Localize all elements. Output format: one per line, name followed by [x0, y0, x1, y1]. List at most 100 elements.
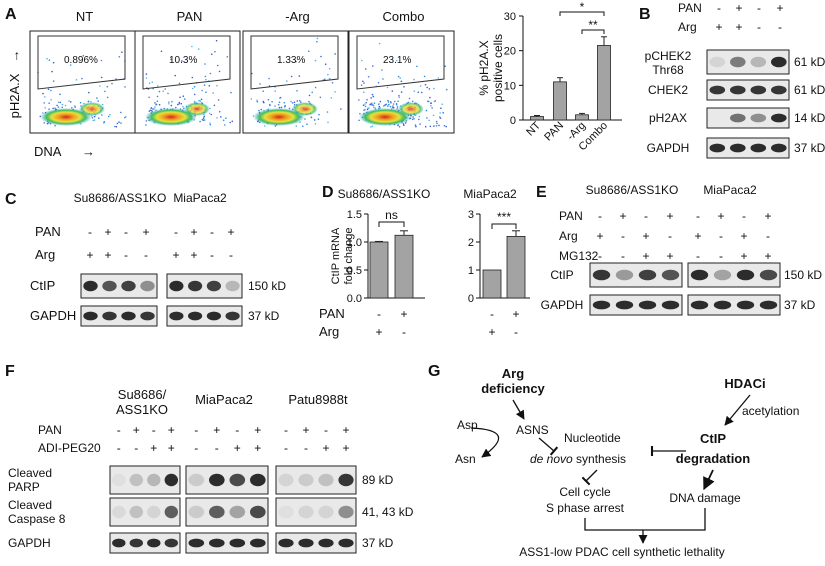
flow-event-dot: [416, 65, 418, 68]
blot-e-row-label-1: PAN: [559, 209, 583, 223]
flow-event-dot: [217, 99, 220, 101]
flow-event-dot: [365, 68, 367, 70]
flow-event-dot: [423, 75, 426, 78]
blot-c-sign: +: [190, 248, 197, 262]
blot-band: [188, 280, 203, 292]
blot-frame: [706, 137, 790, 159]
flow-event-dot: [304, 118, 306, 120]
flow-population-g2: [184, 102, 210, 116]
bar-a-bar-4: [597, 45, 611, 121]
blot-e-sign: -: [598, 209, 602, 223]
blot-band: [164, 538, 178, 548]
blot-band: [188, 311, 203, 321]
blot-band: [713, 269, 732, 281]
flow-event-dot: [69, 64, 72, 66]
blot-e-sign: +: [666, 209, 673, 223]
flow-event-dot: [191, 76, 194, 79]
blot-band: [638, 269, 657, 281]
flow-event-dot: [214, 50, 216, 53]
flow-event-dot: [121, 51, 123, 53]
flow-gate-percent-3: 1.33%: [277, 55, 305, 66]
bar-d-ylabel-2: fold change: [343, 228, 355, 285]
flow-event-dot: [370, 97, 372, 99]
blot-e-sign: +: [740, 249, 747, 263]
flow-event-dot: [148, 110, 151, 112]
panel-letter-a: A: [5, 6, 17, 23]
flow-event-dot: [411, 100, 414, 103]
blot-f-name-2-1: PARP: [8, 480, 40, 494]
flow-event-dot: [369, 103, 372, 105]
flow-event-dot: [182, 105, 184, 108]
blot-f-sign: +: [213, 423, 220, 437]
flow-event-dot: [392, 107, 395, 109]
blot-c-right-row-1: [166, 273, 243, 299]
flow-event-dot: [316, 37, 319, 40]
flow-event-dot: [93, 115, 96, 118]
bar-d-ytick-label: 0.5: [347, 265, 362, 277]
flow-event-dot: [167, 92, 169, 95]
flow-event-dot: [330, 97, 333, 99]
flow-event-dot: [429, 96, 431, 99]
flow-event-dot: [271, 100, 273, 103]
blot-band: [298, 505, 314, 519]
flow-event-dot: [368, 107, 370, 109]
flow-event-dot: [47, 88, 50, 91]
blot-band: [750, 113, 767, 123]
flow-event-dot: [178, 101, 181, 104]
blot-c-name-2: GAPDH: [30, 308, 76, 323]
flow-event-dot: [162, 90, 164, 92]
blot-b-row-label-2: Arg: [678, 20, 697, 34]
flow-event-dot: [445, 88, 448, 91]
bar-charts-d: CtIP mRNA fold change Su8686/ASS1KO 0.0 0.5 1…: [319, 187, 530, 339]
flow-event-dot: [120, 111, 122, 114]
blot-band: [121, 311, 136, 321]
flow-event-dot: [216, 64, 219, 67]
flow-event-dot: [381, 69, 383, 71]
flow-event-dot: [64, 104, 67, 107]
flow-event-dot: [51, 70, 53, 73]
node-cellcycle-1: Cell cycle: [559, 485, 611, 499]
flow-event-dot: [52, 80, 55, 82]
flow-event-dot: [372, 104, 375, 107]
flow-event-dot: [365, 101, 368, 104]
bar-d-sign: +: [375, 325, 382, 339]
flow-event-dot: [50, 99, 52, 101]
flow-event-dot: [373, 102, 376, 104]
blot-c-row-label-1: PAN: [35, 224, 61, 239]
blot-band: [112, 473, 126, 487]
blot-b-row-3: [706, 107, 790, 129]
flow-event-dot: [156, 85, 159, 87]
flow-event-dot: [164, 88, 166, 90]
flow-event-dot: [421, 91, 423, 94]
flow-event-dot: [145, 120, 148, 122]
flow-event-dot: [56, 104, 58, 107]
blot-band: [229, 505, 246, 519]
blot-e-sign: +: [764, 209, 771, 223]
flow-event-dot: [314, 123, 317, 125]
flow-event-dot: [334, 91, 336, 93]
flow-event-dot: [160, 50, 163, 53]
blot-f-sign: +: [168, 441, 175, 455]
flow-event-dot: [327, 73, 329, 76]
blot-b-name-2-1: Thr68: [652, 63, 684, 77]
flow-event-dot: [436, 122, 438, 125]
flow-event-dot: [441, 103, 443, 105]
flow-event-dot: [412, 116, 414, 118]
flow-event-dot: [314, 86, 317, 89]
flow-event-dot: [320, 55, 322, 58]
blot-band: [730, 143, 746, 153]
flow-title-3: -Arg: [285, 9, 310, 24]
blot-band: [83, 280, 98, 292]
flow-event-dot: [61, 106, 63, 109]
flow-event-dot: [48, 59, 51, 61]
flow-x-arrow: →: [82, 144, 95, 159]
flow-event-dot: [432, 114, 435, 117]
flow-event-dot: [205, 91, 207, 93]
blot-e-sign: -: [644, 209, 648, 223]
flow-event-dot: [378, 42, 381, 45]
flow-event-dot: [203, 116, 205, 118]
flow-population-main: [145, 108, 197, 126]
flow-event-dot: [42, 92, 44, 95]
flow-event-dot: [260, 108, 263, 111]
blot-e-sign: +: [596, 229, 603, 243]
